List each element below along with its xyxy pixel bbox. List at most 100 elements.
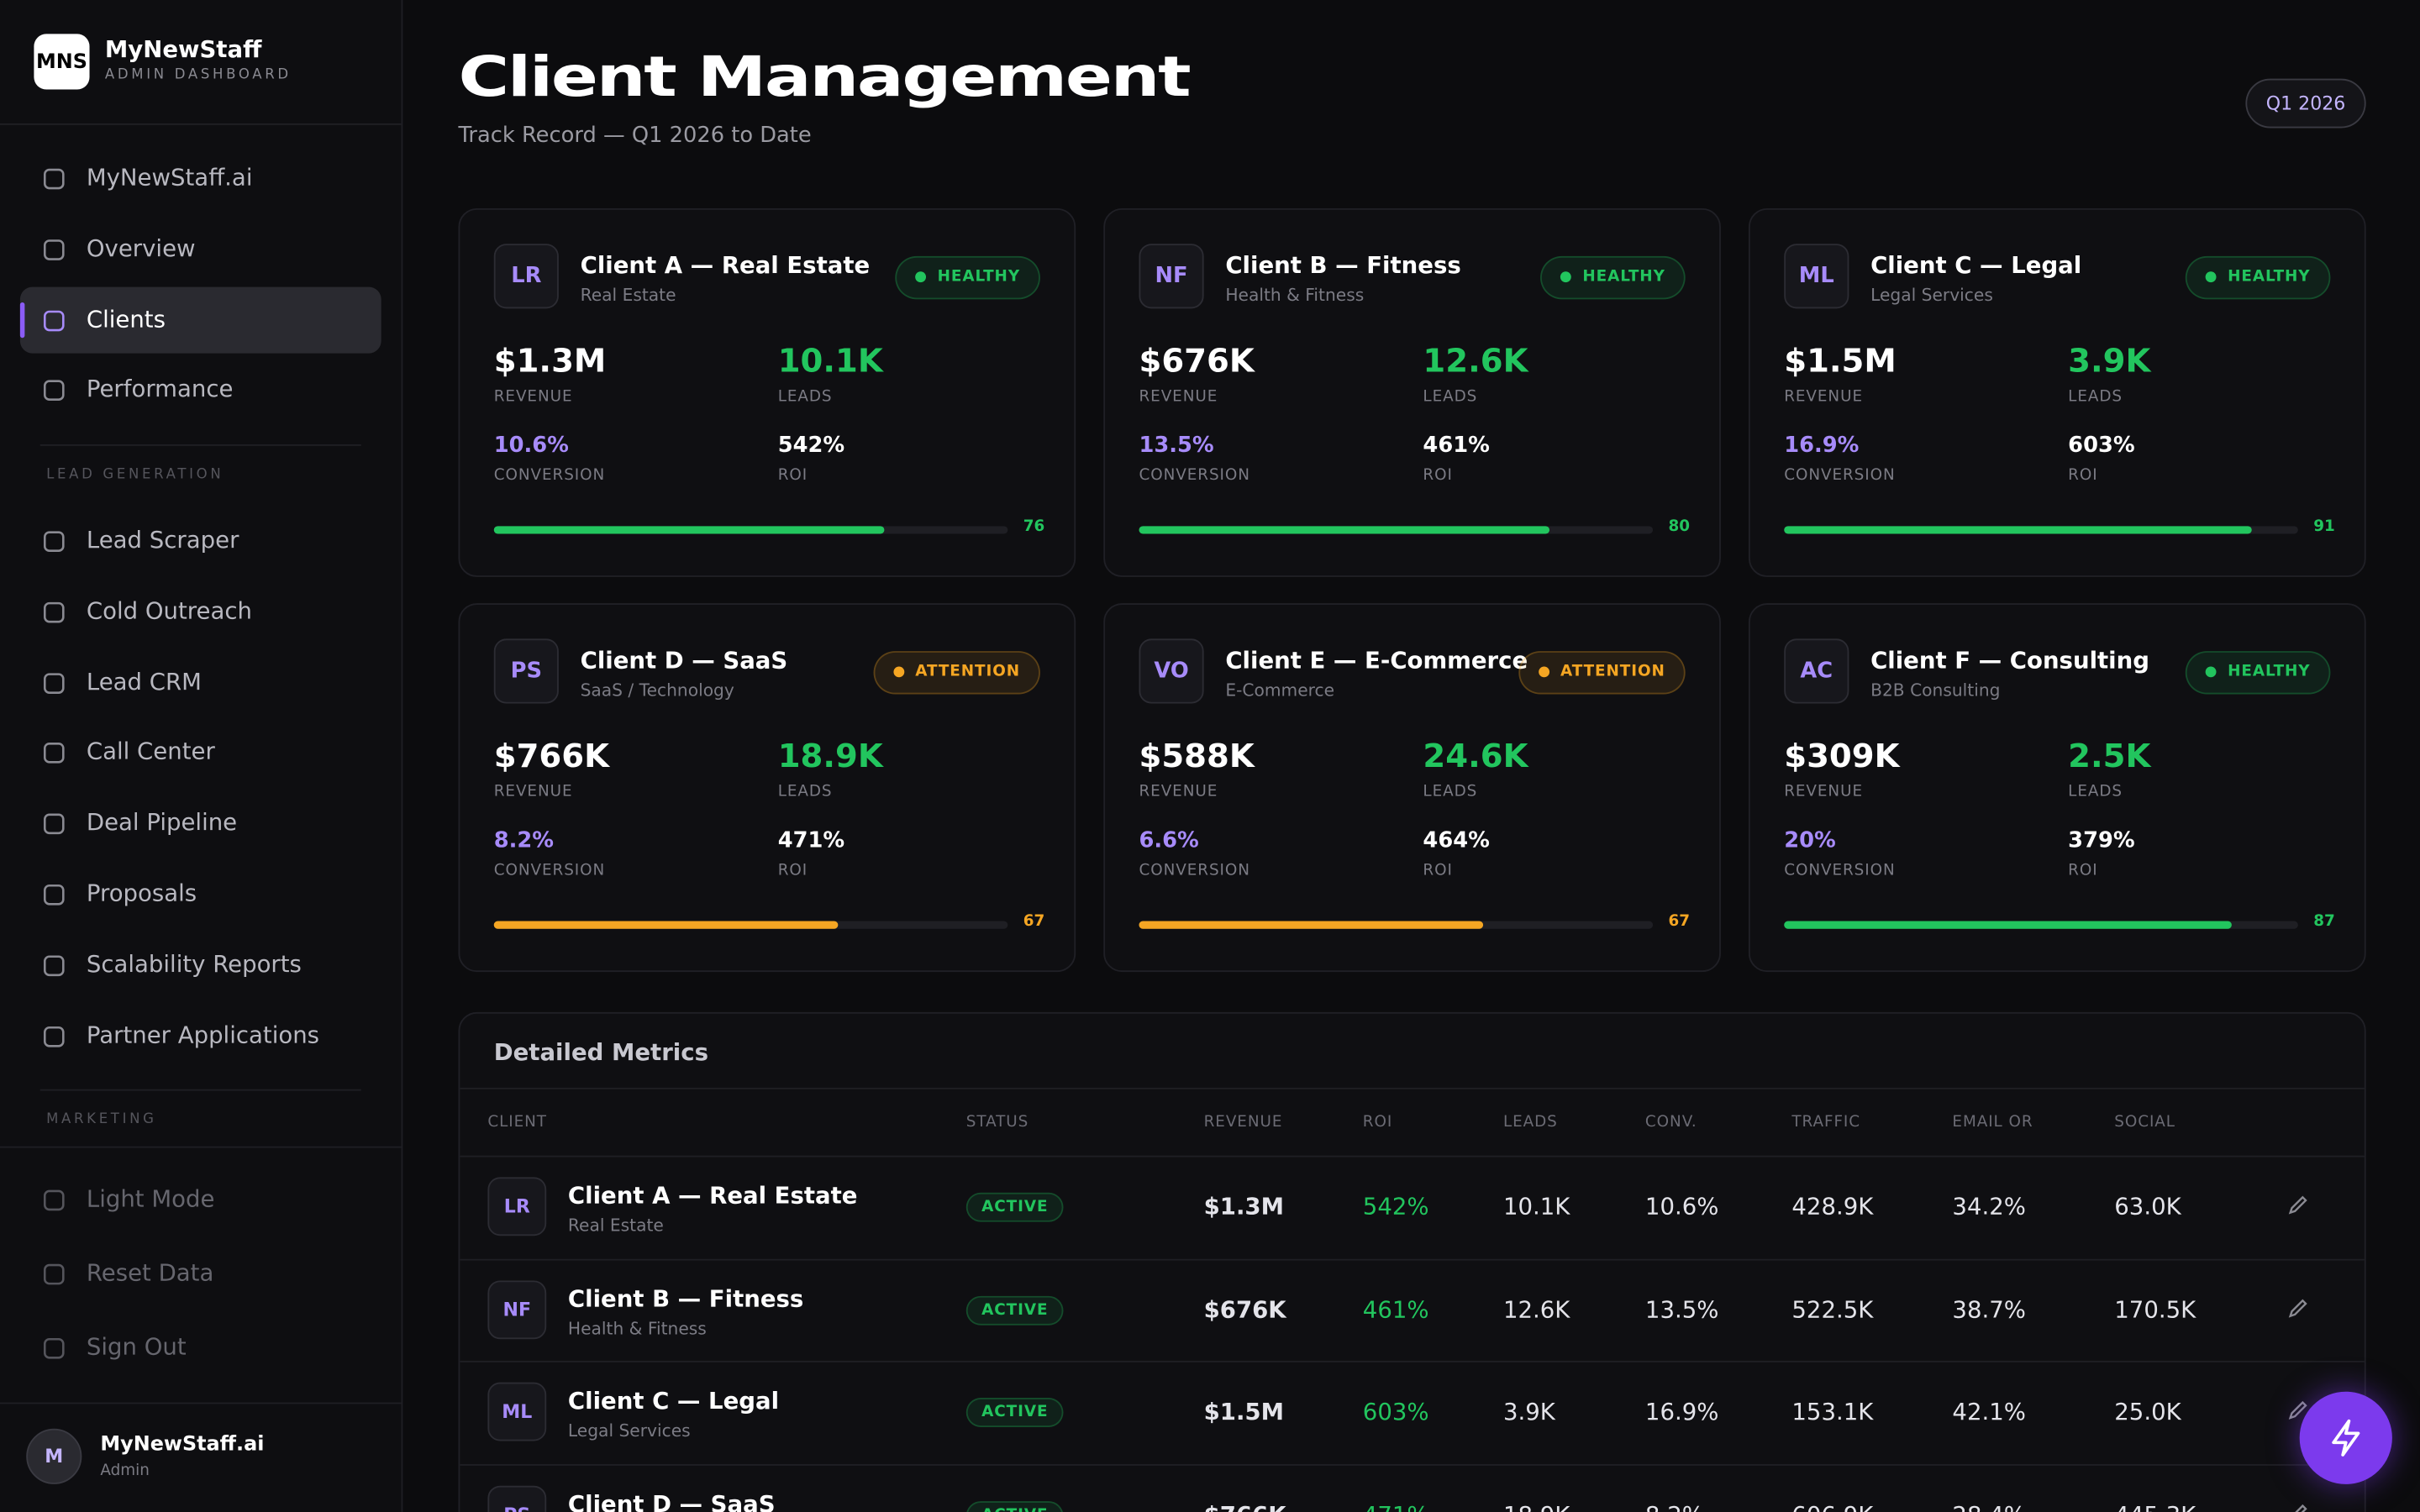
leads: 24.6K: [1423, 737, 1528, 775]
score-label: 76: [1023, 518, 1045, 536]
table-row[interactable]: ML Client C — Legal Legal Services ACTIVE $1…: [460, 1361, 2364, 1462]
table-row[interactable]: NF Client B — Fitness Health & Fitness ACTI…: [460, 1258, 2364, 1360]
conversion: 20%: [1784, 828, 1836, 853]
score-bar: [1784, 526, 2252, 534]
client-card[interactable]: AC Client F — Consulting B2B Consulting HEA…: [1748, 603, 2366, 973]
status-pill: ACTIVE: [965, 1294, 1064, 1325]
icon: [43, 1263, 65, 1285]
conversion-label: CONVERSION: [493, 467, 606, 485]
client-card[interactable]: ML Client C — Legal Legal Services HEALTHY $…: [1748, 207, 2366, 577]
nav-item[interactable]: Performance: [86, 375, 234, 404]
client-industry: Real Estate: [580, 285, 676, 306]
nav-item[interactable]: Clients: [86, 304, 166, 333]
nav-icon: [42, 1188, 66, 1212]
section-label: MARKETING: [46, 1112, 157, 1128]
client-industry: Legal Services: [1870, 285, 1993, 306]
icon: [43, 601, 65, 623]
nav-item[interactable]: Cold Outreach: [86, 596, 252, 625]
edit-button[interactable]: [2286, 1295, 2310, 1320]
column-header: ROI: [1362, 1114, 1393, 1131]
client-card[interactable]: LR Client A — Real Estate Real Estate HEALT…: [458, 207, 1076, 577]
avatar: LR: [487, 1177, 547, 1236]
client-card[interactable]: NF Client B — Fitness Health & Fitness HEAL…: [1103, 207, 1721, 577]
client-name: Client C — Legal: [1870, 251, 2082, 280]
conversion: 10.6%: [493, 433, 569, 459]
revenue-label: REVENUE: [1784, 784, 1863, 801]
status-dot: [1560, 271, 1571, 283]
client-name: Client B — Fitness: [1225, 251, 1461, 280]
nav-icon: [42, 166, 66, 191]
revenue: $588K: [1139, 737, 1255, 775]
nav-item[interactable]: Sign Out: [86, 1332, 187, 1361]
icon: [43, 168, 65, 190]
divider: [460, 1257, 2365, 1260]
client-industry: Health & Fitness: [567, 1318, 707, 1339]
nav-item[interactable]: Light Mode: [86, 1184, 215, 1213]
avatar: NF: [487, 1279, 547, 1339]
cell: 13.5%: [1644, 1294, 1719, 1323]
column-header: LEADS: [1502, 1114, 1558, 1131]
edit-icon: [2288, 1400, 2307, 1420]
client-name: Client F — Consulting: [1870, 646, 2149, 675]
edit-button[interactable]: [2286, 1193, 2310, 1217]
column-header: SOCIAL: [2114, 1114, 2175, 1131]
fab-button[interactable]: [2299, 1391, 2392, 1484]
nav-item[interactable]: Lead CRM: [86, 667, 202, 696]
icon: [43, 884, 65, 906]
conversion: 13.5%: [1139, 433, 1214, 459]
column-header: EMAIL OR: [1952, 1114, 2033, 1131]
cell: 461%: [1362, 1294, 1429, 1323]
leads-label: LEADS: [1423, 784, 1478, 801]
cell: 28.4%: [1952, 1500, 2026, 1512]
nav-item[interactable]: Scalability Reports: [86, 950, 302, 979]
status-pill: ACTIVE: [965, 1500, 1064, 1512]
edit-button[interactable]: [2286, 1398, 2310, 1422]
icon: [43, 813, 65, 835]
icon: [43, 1026, 65, 1047]
revenue: $309K: [1784, 737, 1900, 775]
client-card[interactable]: PS Client D — SaaS SaaS / Technology ATTENT…: [458, 603, 1076, 973]
avatar: ML: [1784, 244, 1849, 309]
icon: [43, 309, 65, 331]
roi-label: ROI: [2068, 467, 2098, 485]
table-row[interactable]: LR Client A — Real Estate Real Estate ACTIV…: [460, 1156, 2364, 1257]
nav-item[interactable]: Reset Data: [86, 1258, 214, 1287]
avatar: PS: [487, 1484, 547, 1512]
nav-item[interactable]: Deal Pipeline: [86, 808, 238, 837]
page-subtitle: Track Record — Q1 2026 to Date: [458, 123, 812, 149]
roi-label: ROI: [777, 862, 808, 879]
conversion-label: CONVERSION: [1784, 862, 1896, 879]
client-industry: Legal Services: [567, 1420, 691, 1441]
status-pill: ACTIVE: [965, 1398, 1064, 1427]
client-card[interactable]: VO Client E — E-Commerce E-Commerce ATTENTI…: [1103, 603, 1721, 973]
nav-item[interactable]: Proposals: [86, 879, 197, 907]
roi-label: ROI: [1423, 862, 1453, 879]
nav-item[interactable]: Lead Scraper: [86, 526, 239, 554]
cell: $766K: [1204, 1500, 1286, 1512]
icon: [43, 672, 65, 694]
nav-icon: [42, 529, 66, 554]
edit-button[interactable]: [2286, 1500, 2310, 1512]
revenue: $766K: [493, 737, 610, 775]
status-dot: [893, 666, 905, 678]
score-bar: [1139, 921, 1484, 929]
period-badge[interactable]: Q1 2026: [2245, 78, 2366, 129]
roi: 542%: [777, 433, 845, 459]
nav-item[interactable]: Call Center: [86, 738, 215, 766]
column-header: TRAFFIC: [1791, 1114, 1861, 1131]
roi: 471%: [777, 828, 845, 853]
leads-label: LEADS: [2068, 388, 2123, 407]
cell: 16.9%: [1644, 1398, 1719, 1426]
nav-item[interactable]: MyNewStaff.ai: [86, 163, 253, 192]
score-label: 67: [1023, 913, 1045, 931]
score-bar: [493, 921, 839, 929]
cell: 10.6%: [1644, 1192, 1719, 1221]
icon: [43, 955, 65, 976]
conversion: 8.2%: [493, 828, 555, 853]
client-industry: E-Commerce: [1225, 680, 1335, 701]
nav-item[interactable]: Partner Applications: [86, 1021, 320, 1049]
cell: 10.1K: [1502, 1192, 1570, 1221]
nav-item[interactable]: Overview: [86, 234, 196, 262]
icon: [43, 1189, 65, 1211]
